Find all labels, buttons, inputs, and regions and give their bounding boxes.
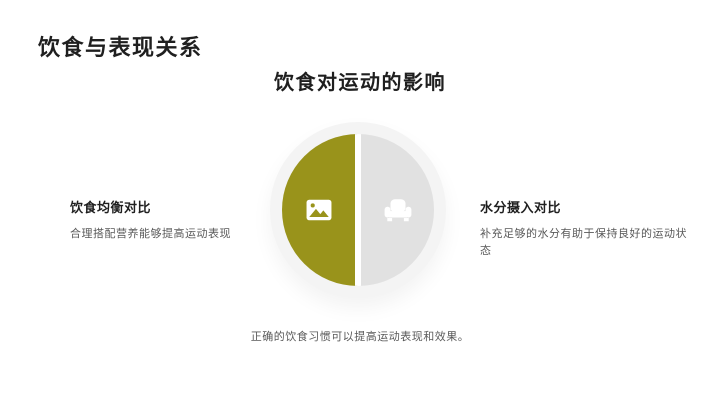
right-item-description: 补充足够的水分有助于保持良好的运动状态	[480, 228, 687, 258]
left-item-description: 合理搭配营养能够提高运动表现	[70, 228, 231, 240]
split-circle-graphic	[282, 134, 434, 286]
right-comparison-block: 水分摄入对比 补充足够的水分有助于保持良好的运动状态	[480, 197, 694, 260]
page-title: 饮食与表现关系	[38, 35, 203, 60]
image-icon	[306, 199, 332, 221]
slide-subtitle: 饮食对运动的影响	[274, 72, 446, 94]
armchair-icon	[383, 197, 413, 223]
slide-caption: 正确的饮食习惯可以提高运动表现和效果。	[250, 331, 470, 343]
right-item-heading: 水分摄入对比	[480, 200, 562, 215]
left-item-heading: 饮食均衡对比	[70, 200, 152, 215]
left-comparison-block: 饮食均衡对比 合理搭配营养能够提高运动表现	[70, 197, 260, 243]
